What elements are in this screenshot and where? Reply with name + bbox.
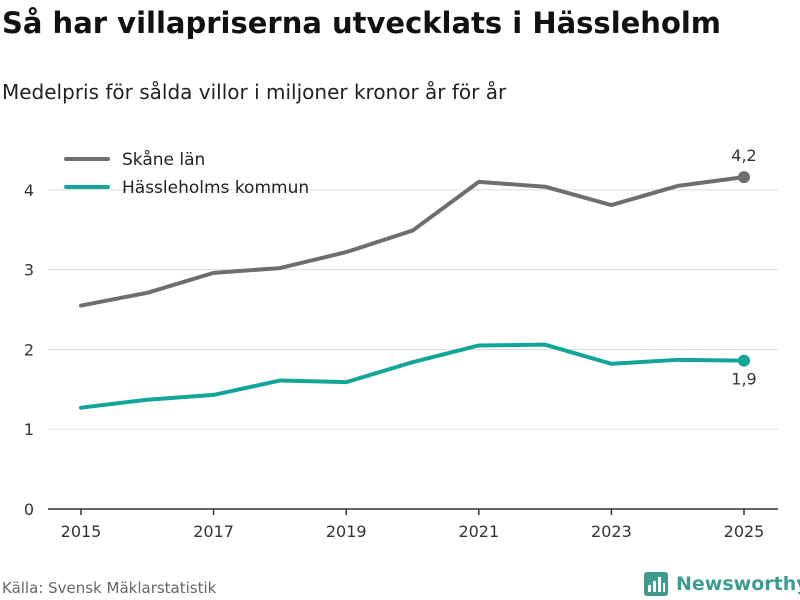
y-tick-label: 3 bbox=[24, 261, 34, 280]
chart-subtitle: Medelpris för sålda villor i miljoner kr… bbox=[2, 80, 507, 104]
newsworthy-logo-icon bbox=[644, 572, 668, 596]
legend-label-skane-lan: Skåne län bbox=[122, 149, 205, 170]
x-tick-label: 2023 bbox=[591, 522, 632, 541]
y-tick-label: 0 bbox=[24, 500, 34, 519]
series-line-hassleholms-kommun bbox=[79, 342, 746, 410]
line-chart: 0 1 2 3 4 2015 2017 2019 2021 2023 2025 4,2 1,9 Skå… bbox=[24, 146, 778, 541]
legend: Skåne län Hässleholms kommun bbox=[64, 149, 309, 198]
y-tick-label: 2 bbox=[24, 340, 34, 359]
x-tick-label: 2015 bbox=[61, 522, 102, 541]
x-tick-label: 2021 bbox=[458, 522, 499, 541]
chart-title: Så har villapriserna utvecklats i Hässle… bbox=[2, 6, 722, 40]
end-marker-hassleholms-kommun bbox=[738, 354, 750, 367]
brand-logo: Newsworthy bbox=[644, 568, 800, 600]
end-label-skane-lan: 4,2 bbox=[731, 146, 756, 165]
x-tick-label: 2017 bbox=[193, 522, 234, 541]
y-tick-label: 4 bbox=[24, 181, 34, 200]
x-tick-label: 2019 bbox=[326, 522, 367, 541]
end-marker-skane-lan bbox=[738, 171, 750, 184]
gridlines bbox=[48, 189, 778, 430]
axes: 0 1 2 3 4 2015 2017 2019 2021 2023 2025 bbox=[24, 181, 778, 541]
series: 4,2 1,9 bbox=[79, 146, 757, 410]
y-tick-label: 1 bbox=[24, 420, 34, 439]
legend-label-hassleholms-kommun: Hässleholms kommun bbox=[122, 178, 309, 198]
series-line-skane-lan bbox=[79, 175, 746, 308]
x-tick-label: 2025 bbox=[724, 522, 765, 541]
brand-name: Newsworthy bbox=[676, 573, 800, 595]
end-label-hassleholms-kommun: 1,9 bbox=[731, 370, 756, 389]
source-note: Källa: Svensk Mäklarstatistik bbox=[2, 579, 217, 597]
